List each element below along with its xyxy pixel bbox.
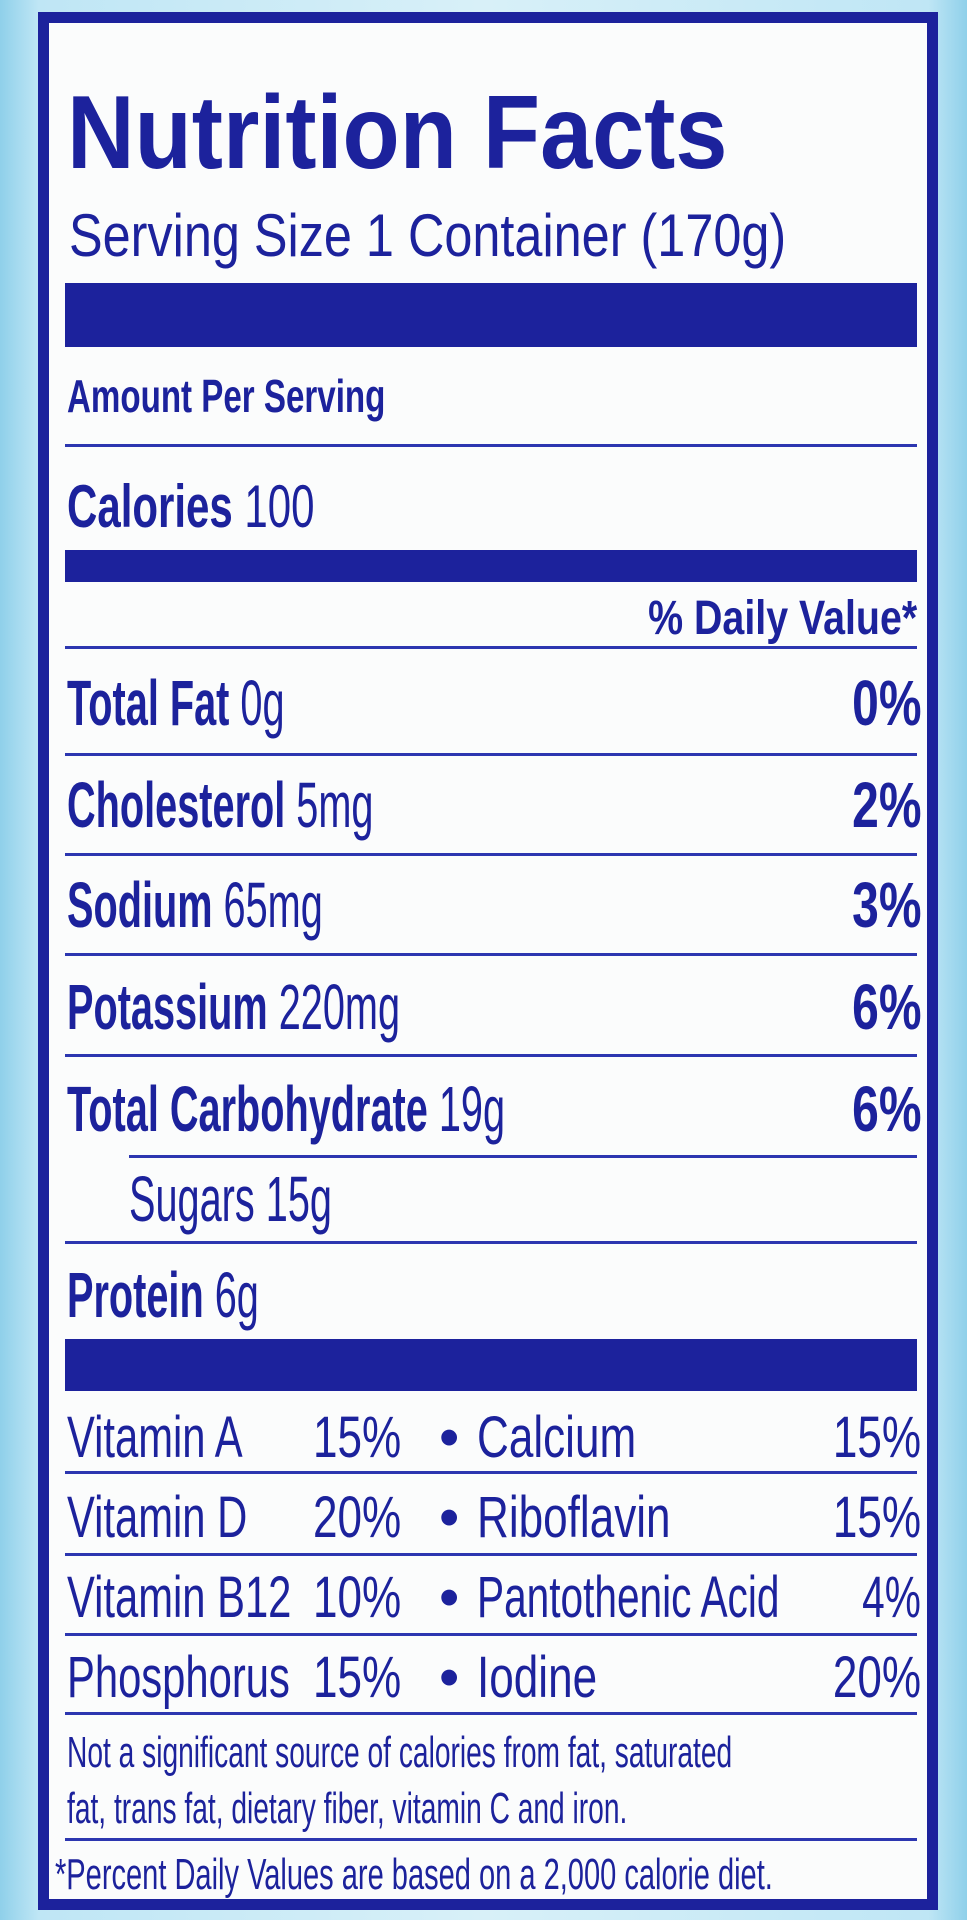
- nutrient-dv: 2%: [851, 769, 921, 841]
- nutrient-dv: 3%: [851, 869, 921, 941]
- calories-label: Calories: [67, 473, 233, 540]
- divider: [65, 1553, 917, 1556]
- vitamin-name: Phosphorus: [67, 1645, 290, 1710]
- nutrition-facts-label: Nutrition Facts Serving Size 1 Container…: [38, 12, 938, 1910]
- divider: [65, 646, 917, 649]
- vitamin-name: Pantothenic Acid: [477, 1565, 780, 1630]
- nutrient-dv: 0%: [851, 667, 921, 739]
- nutrient-label: Potassium: [67, 971, 268, 1043]
- nutrient-label: Protein: [67, 1259, 204, 1331]
- footnote-line-1: Not a significant source of calories fro…: [67, 1728, 733, 1777]
- nutrient-amount: 65mg: [223, 869, 323, 941]
- bullet: •: [439, 1565, 460, 1630]
- vitamin-name: Vitamin D: [67, 1485, 248, 1550]
- label-title: Nutrition Facts: [67, 75, 728, 191]
- vitamin-pct: 15%: [313, 1405, 402, 1470]
- nutrient-label: Sugars: [129, 1163, 255, 1235]
- bullet: •: [439, 1645, 460, 1710]
- nutrient-label: Cholesterol: [67, 769, 286, 841]
- nutrient-row-cholesterol: Cholesterol 5mg: [67, 773, 373, 837]
- nutrient-label: Sodium: [67, 869, 213, 941]
- bullet: •: [439, 1485, 460, 1550]
- calories-row: Calories 100: [67, 477, 314, 537]
- nutrient-amount: 6g: [214, 1259, 259, 1331]
- divider: [65, 1838, 917, 1841]
- nutrient-label: Total Fat: [67, 667, 230, 739]
- nutrient-amount: 5mg: [296, 769, 374, 841]
- divider: [65, 853, 917, 856]
- vitamin-name: Vitamin B12: [67, 1565, 292, 1630]
- nutrient-amount: 15g: [265, 1163, 332, 1235]
- footnote-line-2: fat, trans fat, dietary fiber, vitamin C…: [67, 1784, 628, 1833]
- vitamin-pct: 15%: [313, 1645, 402, 1710]
- divider: [65, 753, 917, 756]
- vitamin-pct: 10%: [313, 1565, 402, 1630]
- vitamin-pct: 15%: [832, 1485, 921, 1550]
- vitamin-pct: 20%: [832, 1645, 921, 1710]
- calories-value: 100: [244, 473, 315, 540]
- divider: [65, 1241, 917, 1244]
- divider: [65, 1471, 917, 1474]
- daily-value-note: *Percent Daily Values are based on a 2,0…: [55, 1850, 773, 1899]
- nutrient-amount: 19g: [438, 1073, 506, 1145]
- thick-divider: [65, 1339, 917, 1391]
- nutrient-row-potassium: Potassium 220mg: [67, 975, 400, 1039]
- divider: [65, 953, 917, 956]
- divider: [129, 1155, 917, 1158]
- divider: [65, 1054, 917, 1057]
- vitamin-name: Calcium: [477, 1405, 637, 1470]
- divider: [65, 1712, 917, 1715]
- vitamin-name: Vitamin A: [67, 1405, 243, 1470]
- amount-per-serving: Amount Per Serving: [67, 370, 386, 422]
- nutrient-row-protein: Protein 6g: [67, 1263, 259, 1327]
- nutrient-label: Total Carbohydrate: [67, 1073, 428, 1145]
- vitamin-name: Iodine: [477, 1645, 598, 1710]
- vitamin-pct: 20%: [313, 1485, 402, 1550]
- serving-size: Serving Size 1 Container (170g): [69, 202, 787, 269]
- nutrient-row-sugars: Sugars 15g: [129, 1167, 332, 1231]
- daily-value-header: % Daily Value*: [647, 592, 917, 645]
- nutrient-amount: 220mg: [278, 971, 401, 1043]
- vitamin-pct: 4%: [862, 1565, 921, 1630]
- nutrient-dv: 6%: [851, 971, 921, 1043]
- nutrient-row-total-carbohydrate: Total Carbohydrate 19g: [67, 1077, 505, 1141]
- divider: [65, 1633, 917, 1636]
- nutrient-dv: 6%: [851, 1073, 921, 1145]
- vitamin-name: Riboflavin: [477, 1485, 671, 1550]
- nutrient-row-sodium: Sodium 65mg: [67, 873, 323, 937]
- medium-divider: [65, 550, 917, 582]
- thick-divider: [65, 283, 917, 347]
- divider: [65, 444, 917, 447]
- nutrient-row-total-fat: Total Fat 0g: [67, 671, 285, 735]
- vitamin-pct: 15%: [832, 1405, 921, 1470]
- nutrient-amount: 0g: [240, 667, 285, 739]
- bullet: •: [439, 1405, 460, 1470]
